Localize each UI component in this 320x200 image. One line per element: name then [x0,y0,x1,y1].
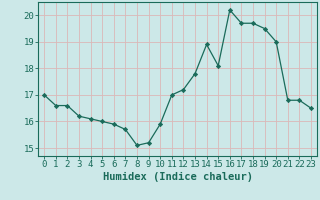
X-axis label: Humidex (Indice chaleur): Humidex (Indice chaleur) [103,172,252,182]
